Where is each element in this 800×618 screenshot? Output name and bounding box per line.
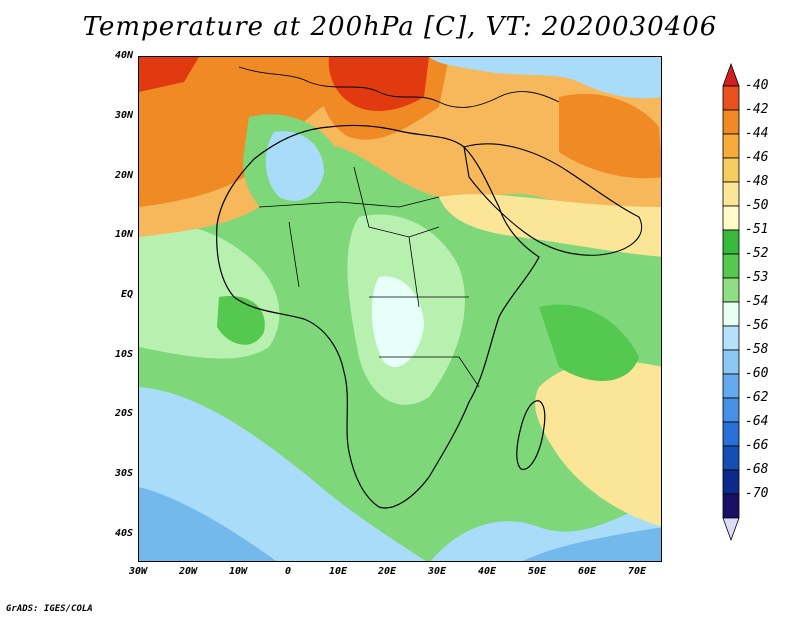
colorbar-label: -51 — [745, 222, 769, 237]
colorbar-swatch — [722, 133, 740, 159]
colorbar-label: -40 — [745, 78, 769, 93]
x-tick-label: 70E — [627, 566, 647, 577]
y-tick-label: 20S — [114, 408, 133, 419]
field-light-blue-ne — [429, 57, 661, 99]
colorbar-swatch — [722, 397, 740, 423]
field-yellow-ne — [439, 194, 661, 257]
x-tick-label: 20E — [377, 566, 397, 577]
colorbar-label: -68 — [745, 462, 769, 477]
map-title: Temperature at 200hPa [C], VT: 202003040… — [82, 12, 718, 42]
colorbar — [722, 62, 740, 542]
x-tick-label: 30W — [128, 566, 148, 577]
y-tick-label: 10N — [114, 229, 133, 240]
field-red-mediterranean — [328, 57, 429, 112]
colorbar-swatch — [722, 445, 740, 471]
country-borders — [258, 166, 480, 388]
colorbar-swatch — [722, 373, 740, 399]
field-red-nw-corner — [139, 57, 199, 92]
colorbar-label: -54 — [745, 294, 769, 309]
colorbar-label: -70 — [745, 486, 769, 501]
y-tick-label: 20N — [114, 170, 133, 181]
colorbar-label: -42 — [745, 102, 769, 117]
field-light-blue-sw — [139, 387, 426, 561]
madagascar-outline — [516, 400, 546, 470]
field-orange-ne — [559, 93, 661, 179]
field-pale-cyan-c — [371, 276, 424, 368]
colorbar-label: -53 — [745, 270, 769, 285]
field-orange-nw — [139, 57, 339, 207]
field-light-blue-sahara — [265, 131, 324, 201]
x-tick-label: 60E — [577, 566, 597, 577]
colorbar-swatch — [722, 85, 740, 111]
temperature-map — [138, 56, 662, 562]
y-tick-label: 40N — [114, 50, 133, 61]
credit-text: GrADS: IGES/COLA — [6, 604, 93, 614]
field-yellow-se — [535, 361, 661, 527]
colorbar-label: -46 — [745, 150, 769, 165]
colorbar-label: -66 — [745, 438, 769, 453]
y-tick-label: 30S — [114, 468, 133, 479]
x-tick-label: 20W — [178, 566, 198, 577]
colorbar-label: -56 — [745, 318, 769, 333]
field-mid-green-2 — [539, 304, 639, 381]
colorbar-swatch — [722, 421, 740, 447]
colorbar-label: -60 — [745, 366, 769, 381]
x-tick-label: 50E — [527, 566, 547, 577]
x-tick-label: 40E — [477, 566, 497, 577]
map-field — [139, 57, 661, 561]
colorbar-bottom-triangle — [722, 517, 740, 542]
colorbar-swatch — [722, 229, 740, 255]
europe-coast — [238, 66, 560, 108]
colorbar-label: -48 — [745, 174, 769, 189]
colorbar-swatch — [722, 157, 740, 183]
colorbar-label: -44 — [745, 126, 769, 141]
colorbar-swatch — [722, 349, 740, 375]
colorbar-label: -62 — [745, 390, 769, 405]
y-tick-label: 30N — [114, 110, 133, 121]
x-tick-label: 10W — [228, 566, 248, 577]
africa-outline — [216, 124, 540, 509]
field-mid-green-1 — [217, 296, 265, 345]
field-blue-se — [523, 527, 661, 561]
colorbar-label: -58 — [745, 342, 769, 357]
y-tick-label: 40S — [114, 528, 133, 539]
field-blue-sw — [139, 487, 277, 561]
colorbar-label: -50 — [745, 198, 769, 213]
colorbar-swatch — [722, 181, 740, 207]
colorbar-top-triangle — [722, 62, 740, 87]
colorbar-swatch — [722, 325, 740, 351]
colorbar-swatch — [722, 205, 740, 231]
colorbar-swatch — [722, 493, 740, 519]
colorbar-label: -52 — [745, 246, 769, 261]
colorbar-swatch — [722, 277, 740, 303]
colorbar-swatch — [722, 301, 740, 327]
colorbar-swatch — [722, 469, 740, 495]
arabia-outline — [463, 143, 642, 256]
colorbar-label: -64 — [745, 414, 769, 429]
x-tick-label: 10E — [328, 566, 348, 577]
x-tick-label: 0 — [284, 566, 292, 577]
colorbar-swatch — [722, 109, 740, 135]
y-tick-label: 10S — [114, 349, 133, 360]
x-tick-label: 30E — [427, 566, 447, 577]
y-tick-label: EQ — [120, 289, 133, 300]
colorbar-swatch — [722, 253, 740, 279]
